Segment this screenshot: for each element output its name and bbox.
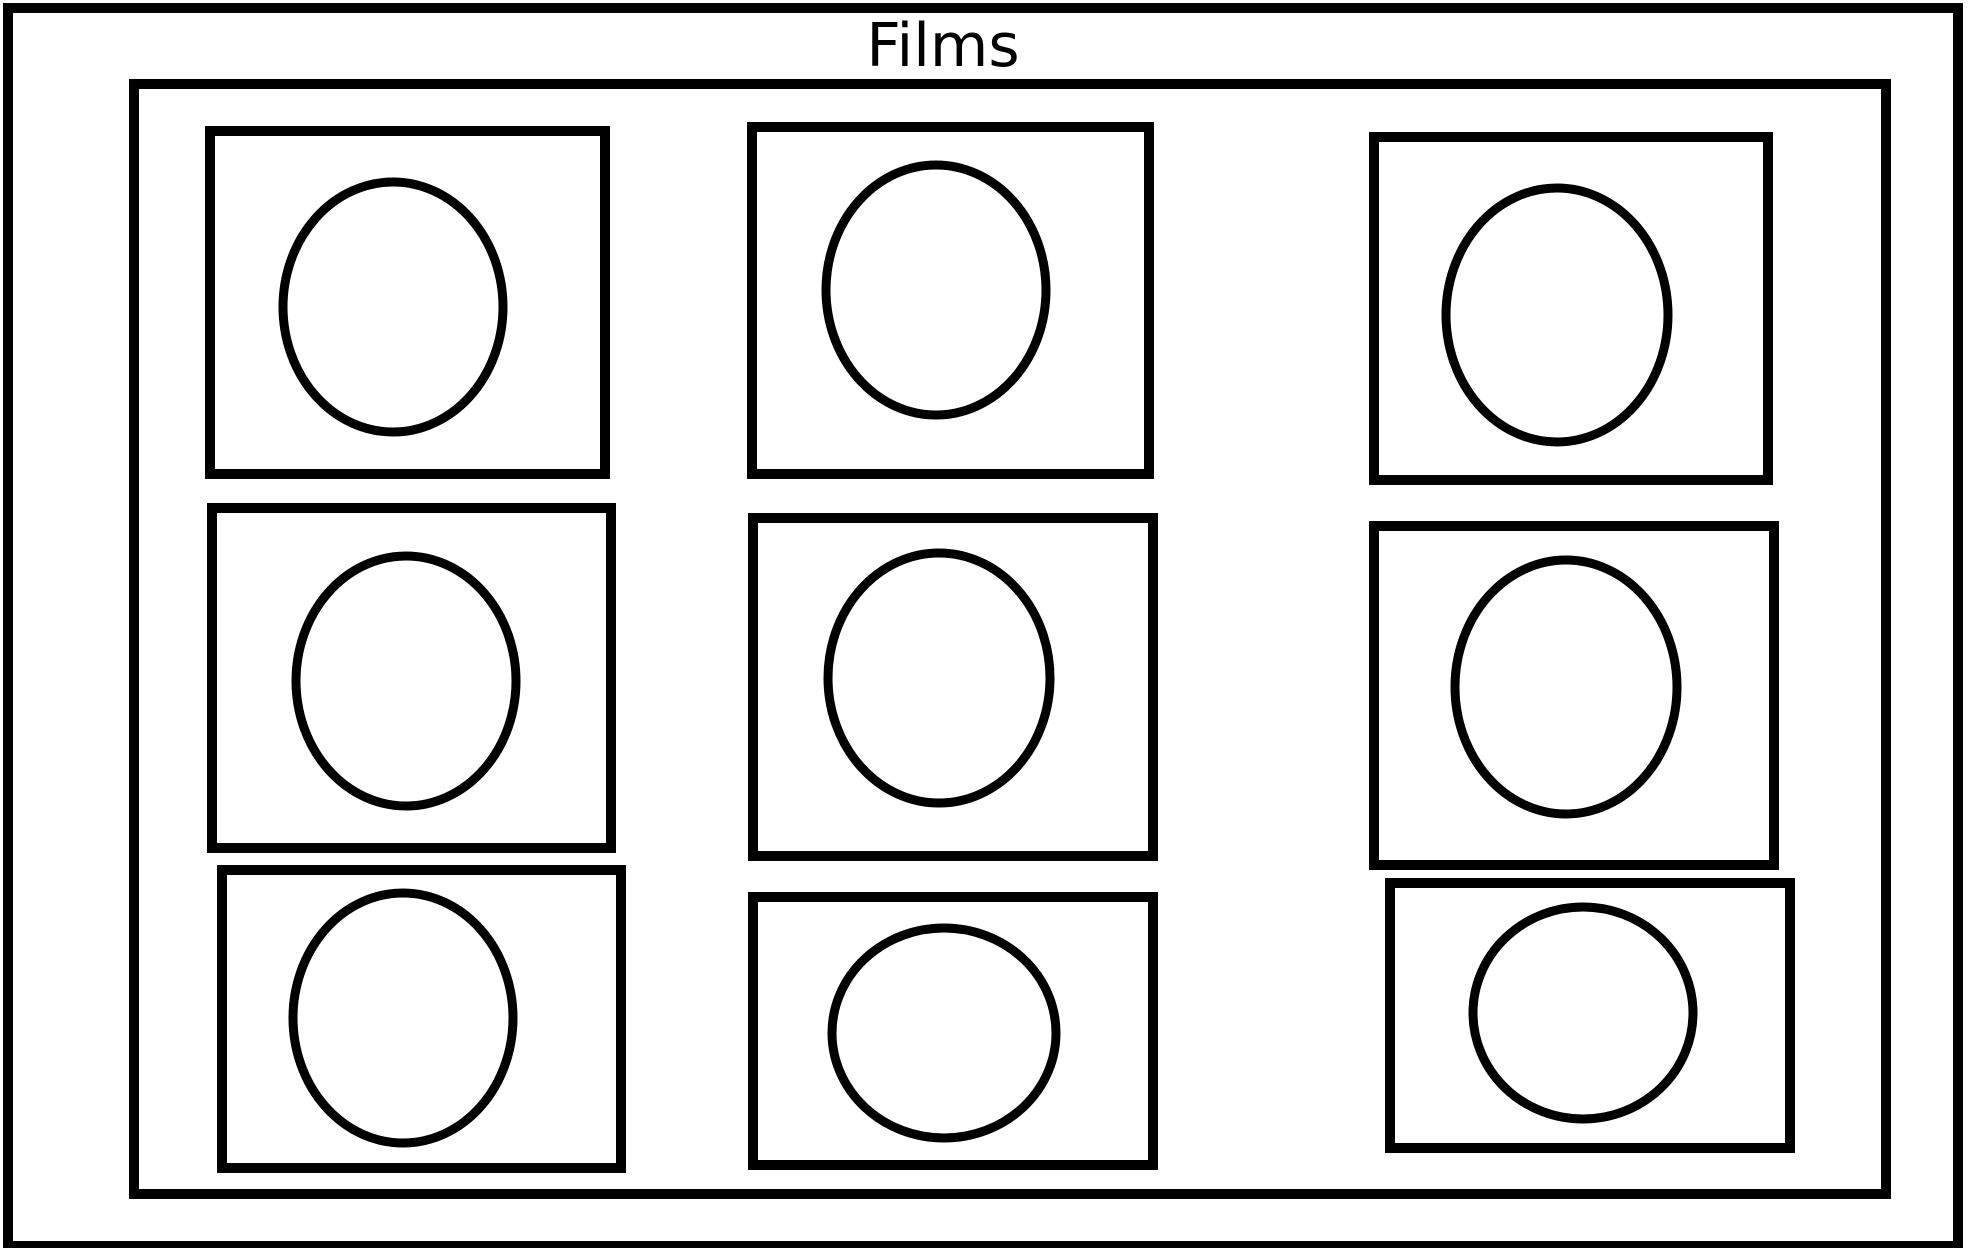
film-card[interactable] [748, 892, 1158, 1170]
film-card[interactable] [1385, 878, 1795, 1153]
film-card[interactable] [1369, 132, 1773, 485]
film-card[interactable] [205, 126, 610, 479]
circle-placeholder-icon [278, 177, 508, 437]
circle-placeholder-icon [827, 923, 1061, 1143]
circle-placeholder-icon [288, 888, 518, 1148]
outer-frame [3, 3, 1963, 1248]
circle-placeholder-icon [1441, 183, 1673, 447]
film-card[interactable] [747, 122, 1154, 479]
circle-placeholder-icon [821, 160, 1051, 420]
films-container [129, 79, 1891, 1199]
circle-placeholder-icon [823, 548, 1055, 808]
film-grid [205, 122, 1795, 1173]
circle-placeholder-icon [1450, 555, 1682, 819]
film-card[interactable] [748, 513, 1158, 861]
page-title: Films [866, 11, 1019, 81]
film-card[interactable] [207, 503, 616, 853]
circle-placeholder-icon [1468, 902, 1698, 1124]
film-card[interactable] [217, 865, 626, 1173]
circle-placeholder-icon [291, 551, 521, 811]
film-card[interactable] [1369, 521, 1779, 870]
